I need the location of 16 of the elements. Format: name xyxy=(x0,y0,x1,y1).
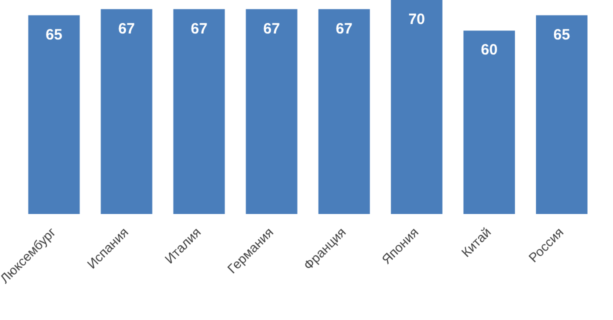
bar xyxy=(463,30,515,214)
bar xyxy=(100,9,152,214)
data-label: 67 xyxy=(118,20,135,38)
bar xyxy=(28,15,80,214)
data-label: 70 xyxy=(408,11,426,28)
bar xyxy=(536,15,588,214)
bar xyxy=(390,0,442,214)
data-label: 65 xyxy=(553,26,570,44)
data-label: 67 xyxy=(336,20,352,38)
bar xyxy=(246,9,298,214)
data-label: 67 xyxy=(190,20,208,38)
bar xyxy=(318,9,370,214)
data-label: 60 xyxy=(480,42,498,59)
data-label: 65 xyxy=(46,26,62,44)
data-label: 67 xyxy=(263,20,280,38)
bar xyxy=(173,9,225,214)
